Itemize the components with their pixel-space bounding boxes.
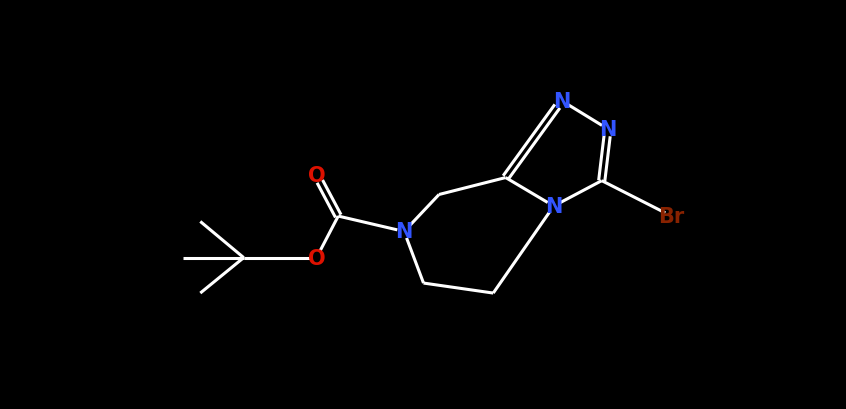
Text: N: N xyxy=(545,197,563,216)
Text: N: N xyxy=(395,222,413,242)
Text: O: O xyxy=(308,166,326,186)
Text: Br: Br xyxy=(658,207,684,227)
Text: N: N xyxy=(552,91,570,111)
Text: O: O xyxy=(308,248,326,268)
Text: N: N xyxy=(599,120,617,140)
